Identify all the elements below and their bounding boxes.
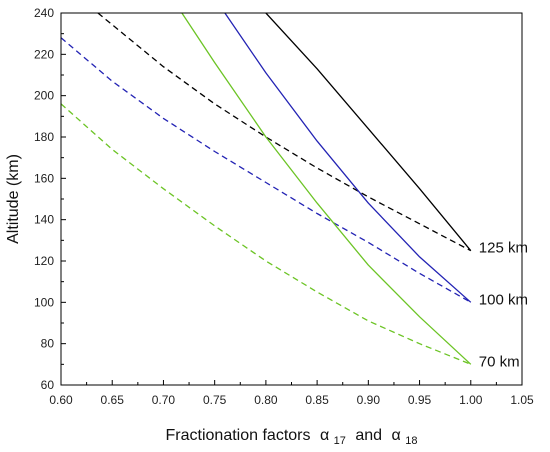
y-tick-label: 80 [41,337,55,351]
y-tick-label: 200 [34,89,54,103]
y-tick-label: 140 [34,213,54,227]
y-tick-label: 120 [34,254,54,268]
series-line-black-solid [265,13,472,252]
x-tick-label: 0.80 [254,393,278,407]
y-tick-label: 240 [34,6,54,20]
y-tick-label: 100 [34,295,54,309]
x-axis-title-and: and [355,427,382,444]
annotations: 125 km 100 km 70 km [479,240,528,371]
end-label: 100 km [479,291,528,308]
y-axis-title: Altitude (km) [5,154,22,244]
y-tick-label: 160 [34,171,54,185]
x-tick-label: 0.70 [152,393,176,407]
series-line-black-dashed [97,13,472,252]
y-tick-label: 60 [41,378,55,392]
series-line-green-solid [181,13,472,365]
y-tick-label: 220 [34,47,54,61]
x-tick-label: 1.00 [459,393,483,407]
series-line-blue-dashed [61,37,472,303]
x-axis: 0.60 0.65 0.70 0.75 0.80 0.85 0.90 0.95 1.00 1.05 [49,380,534,407]
y-axis: 60 80 100 120 140 160 180 200 220 240 [34,6,66,392]
x-tick-label: 0.95 [408,393,432,407]
x-tick-label: 1.05 [510,393,534,407]
y-tick-label: 180 [34,130,54,144]
end-label: 125 km [479,240,528,257]
end-label: 70 km [479,353,520,370]
series-line-blue-solid [224,13,472,303]
x-tick-label: 0.75 [203,393,227,407]
plot-frame [60,12,523,386]
x-axis-title-main: Fractionation factors [166,427,311,444]
x-axis-title-sub-2: 18 [405,435,417,447]
x-axis-title-sub-1: 17 [334,435,346,447]
x-axis-title: Fractionation factors α 17 and α 18 [166,427,418,448]
series-line-green-dashed [61,103,472,365]
x-tick-label: 0.85 [305,393,329,407]
plot-lines [61,13,472,365]
x-tick-label: 0.65 [101,393,125,407]
x-tick-label: 0.60 [49,393,73,407]
x-tick-label: 0.90 [357,393,381,407]
x-axis-title-alpha-1: α [320,427,329,444]
x-axis-title-alpha-2: α [392,427,401,444]
